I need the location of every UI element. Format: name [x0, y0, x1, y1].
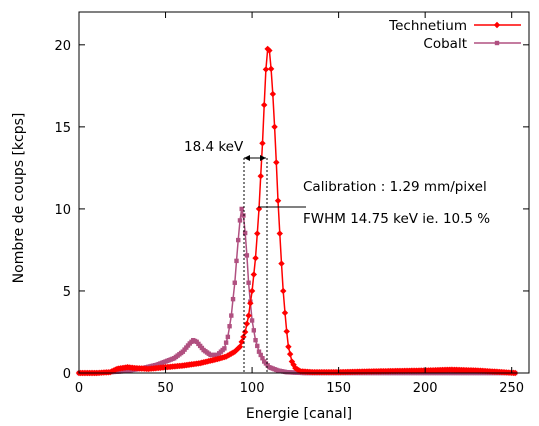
data-point [236, 343, 244, 350]
data-point [258, 352, 263, 358]
data-point [248, 287, 256, 295]
data-point [225, 334, 231, 340]
series-cobalt [76, 206, 518, 376]
legend-label: Cobalt [423, 36, 467, 52]
data-point [246, 280, 251, 285]
data-point [242, 230, 248, 236]
data-point [255, 205, 263, 213]
data-point [257, 172, 264, 180]
x-axis-label: Energie [canal] [246, 406, 352, 422]
data-point [260, 101, 268, 109]
annotation-fwhm-width: 18.4 keV [184, 139, 306, 373]
legend-marker [494, 40, 500, 46]
data-point [253, 337, 258, 343]
plot-frame [78, 11, 530, 374]
data-point [241, 213, 246, 218]
legend-label: Technetium [388, 18, 467, 34]
data-point [259, 140, 266, 147]
y-tick-label: 20 [54, 39, 71, 54]
x-tick-label: 100 [240, 381, 265, 396]
data-point [250, 271, 258, 278]
data-point [227, 324, 232, 329]
data-point [244, 253, 250, 258]
data-point [252, 254, 259, 262]
data-point [229, 313, 234, 318]
data-point [280, 287, 287, 295]
data-point [276, 230, 283, 237]
series-line [79, 208, 516, 374]
y-tick-label: 5 [63, 285, 71, 300]
data-point [285, 343, 292, 350]
data-point [230, 296, 236, 302]
series-technetium [75, 45, 519, 377]
x-tick-label: 150 [326, 381, 351, 396]
data-point [232, 280, 237, 285]
chart-marks [75, 45, 519, 377]
data-point [269, 90, 277, 98]
data-point [237, 218, 243, 223]
data-point [223, 340, 229, 345]
data-point [278, 260, 285, 267]
data-point [254, 230, 261, 237]
x-tick-label: 50 [157, 381, 174, 396]
data-point [273, 159, 280, 166]
data-point [283, 328, 290, 335]
data-point [247, 300, 254, 307]
data-point [274, 197, 282, 204]
data-point [267, 65, 275, 73]
fwhm-arrow-right-head [260, 155, 266, 161]
x-tick-label: 250 [499, 381, 524, 396]
legend-marker [493, 21, 501, 29]
y-tick-label: 15 [54, 121, 71, 136]
data-point [239, 206, 244, 212]
y-axis-label: Nombre de coups [kcps] [11, 113, 27, 284]
data-point [233, 346, 240, 354]
x-tick-label: 0 [75, 381, 83, 396]
annotation-calibration: Calibration : 1.29 mm/pixel [303, 179, 487, 195]
data-point [236, 237, 241, 243]
data-point [243, 320, 251, 327]
data-point [251, 328, 257, 333]
data-point [266, 47, 273, 54]
chart-axes: 0 50 100 150 200 250 0 5 10 15 20 [54, 11, 530, 396]
chart-legend: Technetium Cobalt [388, 18, 521, 52]
data-point [249, 318, 255, 323]
data-point [286, 350, 294, 358]
y-tick-label: 0 [63, 367, 71, 382]
data-point [222, 346, 227, 351]
annotation-width-label: 18.4 keV [184, 139, 244, 155]
y-tick-label: 10 [54, 203, 71, 218]
data-point [240, 333, 247, 341]
data-point [234, 258, 239, 264]
data-point [260, 356, 265, 361]
x-tick-label: 200 [413, 381, 438, 396]
data-point [255, 343, 260, 349]
data-point [271, 123, 278, 131]
fwhm-arrow-left-head [244, 155, 250, 161]
data-point [281, 309, 289, 317]
data-point [256, 349, 262, 354]
data-point [245, 312, 252, 319]
data-point [238, 338, 245, 346]
data-point [262, 66, 270, 73]
annotation-fwhm: FWHM 14.75 keV ie. 10.5 % [303, 211, 490, 227]
